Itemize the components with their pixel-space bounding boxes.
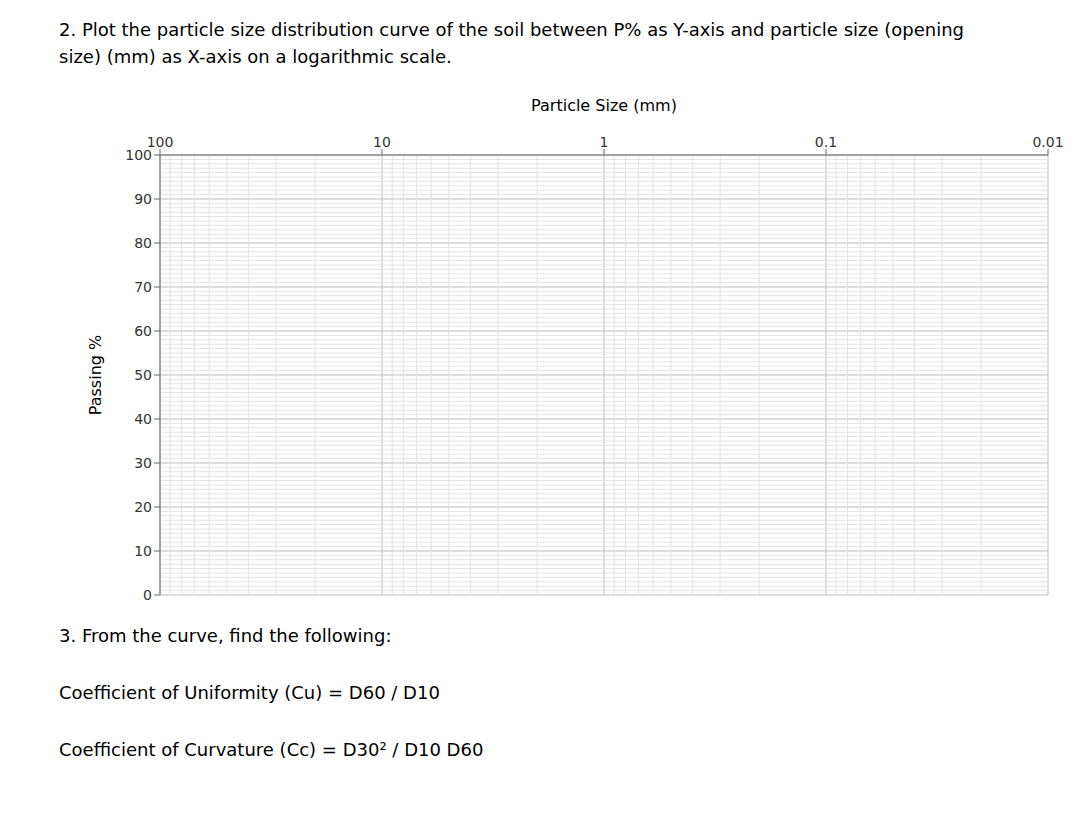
svg-text:20: 20 [134, 499, 152, 515]
svg-text:40: 40 [134, 411, 152, 427]
html-text:Coefficient of Uniformity (Cu): Coefficient of Uniformity (Cu) = D60 / D… [59, 682, 440, 703]
svg-text:50: 50 [134, 367, 152, 383]
svg-text:1: 1 [600, 134, 609, 150]
svg-text:100: 100 [146, 134, 174, 150]
svg-text:0.1: 0.1 [815, 134, 837, 150]
svg-text:30: 30 [134, 455, 152, 471]
svg-text:Particle Size (mm): Particle Size (mm) [531, 96, 677, 115]
html-text:size) (mm) as X-axis on a loga: size) (mm) as X-axis on a logarithmic sc… [59, 46, 452, 67]
html-text:2. Plot the particle size dist: 2. Plot the particle size distribution c… [59, 19, 964, 40]
svg-text:80: 80 [134, 235, 152, 251]
svg-text:70: 70 [134, 279, 152, 295]
html-text:3. From the curve, find the fo: 3. From the curve, find the following: [59, 625, 392, 646]
svg-text:0: 0 [143, 587, 152, 603]
svg-text:0.01: 0.01 [1032, 134, 1063, 150]
svg-text:10: 10 [134, 543, 152, 559]
svg-text:100: 100 [125, 147, 152, 163]
svg-text:60: 60 [134, 323, 152, 339]
svg-text:Passing %: Passing % [86, 335, 105, 415]
html-text:Coefficient of Curvature (Cc): Coefficient of Curvature (Cc) = D30² / D… [59, 739, 484, 760]
svg-text:10: 10 [373, 134, 391, 150]
svg-text:90: 90 [134, 191, 152, 207]
